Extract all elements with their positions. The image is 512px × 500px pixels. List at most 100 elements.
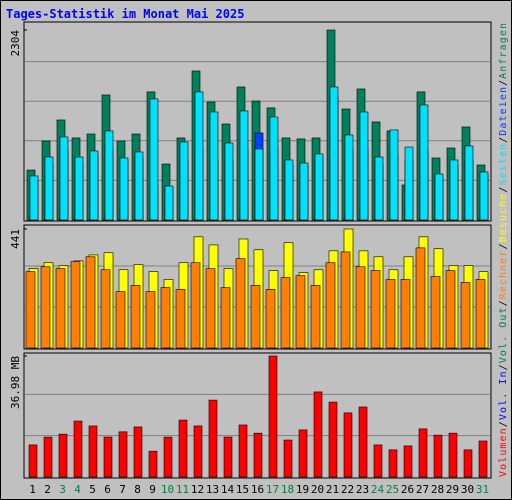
bar	[298, 429, 308, 478]
bar	[74, 156, 84, 221]
x-tick-label: 22	[341, 483, 354, 496]
bar	[250, 285, 261, 349]
bar	[314, 153, 324, 221]
bar	[55, 268, 66, 349]
x-tick-label: 30	[461, 483, 474, 496]
x-tick-label: 13	[206, 483, 219, 496]
bar	[295, 275, 306, 349]
bar	[479, 171, 489, 221]
bar	[340, 251, 351, 349]
x-tick-label: 10	[161, 483, 174, 496]
legend-entry: Volumen	[498, 428, 509, 477]
bar	[388, 449, 398, 478]
x-tick-label: 20	[311, 483, 324, 496]
bar	[404, 146, 414, 221]
legend-separator: /	[498, 80, 509, 86]
bar	[85, 256, 96, 349]
legend-entry: Besuche	[498, 194, 509, 243]
bar	[269, 116, 279, 221]
bar	[268, 355, 278, 478]
legend-entry: Rechner	[498, 251, 509, 300]
legend-separator: /	[498, 243, 509, 249]
bar	[325, 262, 336, 349]
bar	[310, 285, 321, 349]
x-tick-label: 5	[89, 483, 96, 496]
bar	[460, 282, 471, 349]
bar	[89, 150, 99, 221]
bar	[220, 287, 231, 349]
chart-title: Tages-Statistik im Monat Mai 2025	[6, 7, 244, 21]
bar	[478, 440, 488, 478]
legend-entry: Vol. Out	[498, 307, 509, 363]
bar	[190, 262, 201, 349]
bar	[59, 136, 69, 221]
bar	[115, 291, 126, 349]
x-tick-label: 15	[236, 483, 249, 496]
bar	[145, 291, 156, 349]
bar	[28, 444, 38, 478]
bar	[133, 426, 143, 478]
bar	[385, 279, 396, 349]
bar	[283, 439, 293, 478]
x-tick-label: 12	[191, 483, 204, 496]
x-tick-label: 23	[356, 483, 369, 496]
bar	[175, 289, 186, 349]
bar	[299, 162, 309, 221]
bar	[223, 436, 233, 478]
x-tick-label: 31	[476, 483, 489, 496]
legend-entry: Dateien	[498, 87, 509, 136]
x-tick-label: 21	[326, 483, 339, 496]
bar	[253, 432, 263, 478]
bar	[58, 433, 68, 478]
bar	[193, 425, 203, 478]
legend-separator: /	[498, 300, 509, 306]
bar	[29, 175, 39, 221]
x-tick-label: 16	[251, 483, 264, 496]
bar	[160, 287, 171, 349]
bar	[43, 436, 53, 478]
bar	[370, 270, 381, 349]
bar	[254, 148, 264, 221]
x-tick-label: 6	[104, 483, 111, 496]
bar	[280, 277, 291, 349]
bar	[44, 156, 54, 221]
bar	[355, 266, 366, 349]
bar	[265, 289, 276, 349]
x-tick-label: 7	[119, 483, 126, 496]
bar	[178, 419, 188, 478]
x-tick-label: 17	[266, 483, 279, 496]
bar	[418, 428, 428, 478]
bar	[445, 270, 456, 349]
bar	[449, 159, 459, 221]
y-tick-label: 36.98 MB	[9, 356, 22, 409]
legend: Volumen/Vol. In/Vol. Out/Rechner/Besuche…	[498, 23, 509, 477]
bar	[194, 91, 204, 221]
legend-separator: /	[498, 187, 509, 193]
bar	[118, 431, 128, 478]
x-tick-label: 11	[176, 483, 189, 496]
bar	[430, 276, 441, 349]
bar	[403, 445, 413, 478]
x-tick-label: 14	[221, 483, 235, 496]
x-tick-label: 27	[416, 483, 429, 496]
legend-entry: Seiten	[498, 144, 509, 186]
legend-entry: Anfragen	[498, 23, 509, 79]
bar	[88, 425, 98, 478]
bar	[313, 391, 323, 478]
bar	[209, 111, 219, 221]
y-tick-label: 2304	[9, 30, 22, 57]
x-tick-label: 1	[29, 483, 36, 496]
x-tick-label: 9	[149, 483, 156, 496]
bar	[344, 134, 354, 221]
bar	[415, 247, 426, 349]
bar	[238, 424, 248, 478]
bar	[104, 130, 114, 221]
bar	[235, 258, 246, 349]
bar	[448, 432, 458, 478]
bar	[433, 434, 443, 478]
x-tick-label: 25	[386, 483, 399, 496]
x-tick-label: 2	[44, 483, 51, 496]
bar	[373, 444, 383, 478]
bar	[475, 279, 486, 349]
